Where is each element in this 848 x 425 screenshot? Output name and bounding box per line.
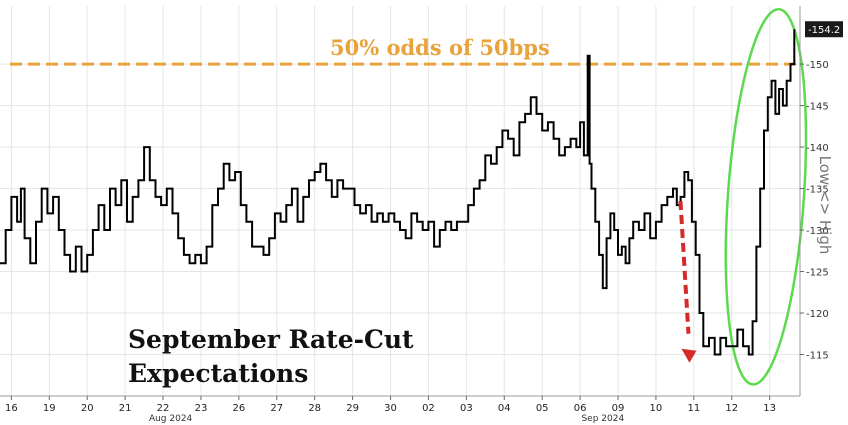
x-tick-label: 13: [763, 403, 776, 414]
y-tick-label: -135: [806, 185, 829, 196]
x-tick-label: 20: [81, 403, 94, 414]
x-tick-label: 28: [308, 403, 321, 414]
drop-arrow-group: [678, 200, 697, 363]
y-tick-label: -115: [806, 351, 829, 362]
x-month-label: Aug 2024: [149, 414, 193, 424]
x-tick-label: 29: [346, 403, 359, 414]
grid: [0, 6, 800, 396]
x-tick-label: 10: [650, 403, 663, 414]
x-axis: 16 19 20 21 22 23 26 27 28 29 30 02 03 04 05 06 09 10 11 12…: [0, 395, 800, 424]
y-axis-label: Low <> High: [816, 156, 834, 255]
x-month-label: Sep 2024: [581, 414, 624, 424]
x-tick-label: 21: [119, 403, 132, 414]
x-tick-label: 05: [536, 403, 549, 414]
x-tick-label: 12: [725, 403, 738, 414]
x-tick-label: 26: [232, 403, 245, 414]
last-value-label: -154.2: [808, 25, 840, 36]
x-tick-label: 22: [157, 403, 170, 414]
drop-arrow-shaft: [678, 200, 691, 334]
reference-line-label: 50% odds of 50bps: [330, 35, 550, 60]
x-tick-label: 02: [422, 403, 435, 414]
y-axis: -115 -120 -125 -130 -135 -140 -145 -150 -154.2: [799, 6, 843, 396]
series-group: [0, 29, 796, 356]
y-tick-label: -145: [806, 102, 829, 113]
last-value-tag: [805, 21, 843, 38]
y-tick-label: -130: [806, 226, 829, 237]
chart-title-line-1: September Rate-Cut: [128, 325, 414, 354]
x-tick-label: 11: [687, 403, 700, 414]
drop-arrow-head: [681, 348, 697, 363]
y-tick-label: -140: [806, 143, 829, 154]
x-tick-label: 09: [612, 403, 625, 414]
x-tick-label: 30: [384, 403, 397, 414]
y-tick-label: -125: [806, 268, 829, 279]
x-tick-label: 16: [5, 403, 18, 414]
highlight-group: [724, 8, 808, 386]
y-tick-label: -120: [806, 309, 829, 320]
x-tick-label: 03: [460, 403, 473, 414]
x-tick-label: 04: [498, 403, 511, 414]
x-tick-label: 23: [195, 403, 208, 414]
highlight-ellipse: [724, 8, 808, 386]
x-tick-label: 19: [43, 403, 56, 414]
series-line: [0, 29, 796, 356]
chart-title-line-2: Expectations: [128, 359, 308, 388]
x-tick-label: 06: [574, 403, 587, 414]
y-tick-label: -150: [806, 60, 829, 71]
x-tick-label: 27: [270, 403, 283, 414]
